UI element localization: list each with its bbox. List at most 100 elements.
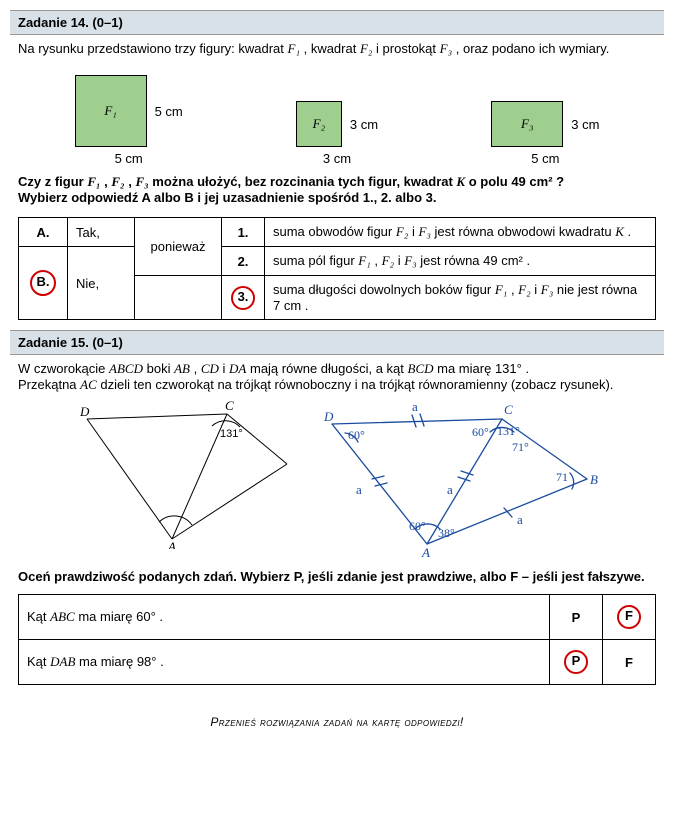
v: F₁ xyxy=(87,174,100,189)
row1-P: P xyxy=(550,595,603,640)
footer-note: Przenieś rozwiązania zadań na kartę odpo… xyxy=(10,715,664,729)
t: . xyxy=(160,654,164,669)
answer-3-circled: 3. xyxy=(231,286,255,310)
t: W czworokącie xyxy=(18,361,109,376)
row1-F-circled: F xyxy=(617,605,641,629)
task14-header: Zadanie 14. (0–1) xyxy=(10,10,664,35)
v: BCD xyxy=(408,361,434,376)
v: DA xyxy=(229,361,246,376)
t: Kąt xyxy=(27,609,50,624)
v: K xyxy=(456,174,465,189)
answer-B-circled: B. xyxy=(30,270,56,296)
t: można ułożyć, bez rozcinania tych figur,… xyxy=(152,174,456,189)
v: F₃ xyxy=(404,253,416,268)
diagram-handdrawn: a a a a D C B A 60° 60° 131° 71° 71 60° … xyxy=(312,399,612,559)
t: . xyxy=(525,361,529,376)
square-f2: F₂ xyxy=(296,101,342,147)
task14-intro: Na rysunku przedstawiono trzy figury: kw… xyxy=(18,41,656,57)
ang131: 131° xyxy=(497,424,520,438)
dim: 5 cm xyxy=(115,151,143,166)
t: i prostokąt xyxy=(376,41,440,56)
lbl-C: C xyxy=(225,399,234,413)
f2: F₂ xyxy=(360,41,372,56)
t: suma obwodów figur xyxy=(273,224,396,239)
v: F₃ xyxy=(418,224,430,239)
t: Na rysunku przedstawiono trzy figury: kw… xyxy=(18,41,288,56)
lbl-a4: a xyxy=(517,512,523,527)
A-label: A. xyxy=(37,225,50,240)
t: . xyxy=(627,224,631,239)
ang60-3: 60° xyxy=(409,519,426,533)
t: . xyxy=(159,609,163,624)
lbl-D: D xyxy=(79,404,90,419)
ang131: 131° xyxy=(220,428,243,440)
t: . xyxy=(305,298,309,313)
t: Przekątna xyxy=(18,377,80,392)
ang60-1: 60° xyxy=(348,428,365,442)
tf-row2: Kąt DAB ma miarę 98° . P F xyxy=(19,640,656,685)
v: ABCD xyxy=(109,361,143,376)
dim: 5 cm xyxy=(531,151,559,166)
row2-P-circled: P xyxy=(564,650,588,674)
row1-F: F xyxy=(603,595,656,640)
lbl-A: A xyxy=(167,539,176,549)
v: K xyxy=(615,224,624,239)
v: AC xyxy=(80,377,97,392)
v: 49 cm² xyxy=(511,174,552,189)
v: DAB xyxy=(50,654,75,669)
cell-r2: suma pól figur F₁ , F₂ i F₃ jest równa 4… xyxy=(265,247,656,276)
rect-f3: F₃ xyxy=(491,101,563,147)
v: ABC xyxy=(50,609,75,624)
cell-r3: suma długości dowolnych boków figur F₁ ,… xyxy=(265,276,656,320)
t: o polu xyxy=(469,174,512,189)
cell-poniewaz-gap xyxy=(135,276,222,320)
cell-3n: 3. xyxy=(222,276,265,320)
figure-f3: F₃ 3 cm 5 cm xyxy=(491,101,599,166)
lbl-a: a xyxy=(412,399,418,414)
task15-p2: Przekątna AC dzieli ten czworokąt na tró… xyxy=(18,377,656,393)
lbl-A: A xyxy=(421,545,430,559)
t: . xyxy=(527,253,531,268)
task14-question: Czy z figur F₁ , F₂ , F₃ można ułożyć, b… xyxy=(18,174,656,205)
v: F₁ xyxy=(495,282,507,297)
t: boki xyxy=(147,361,174,376)
tf-instruction: Oceń prawdziwość podanych zdań. Wybierz … xyxy=(18,569,656,584)
task15-p1: W czworokącie ABCD boki AB , CD i DA maj… xyxy=(18,361,656,377)
lbl-a3: a xyxy=(447,482,453,497)
cell-2n: 2. xyxy=(222,247,265,276)
cell-A: A. xyxy=(19,218,68,247)
cell-B: B. xyxy=(19,247,68,320)
t: ma miarę xyxy=(79,654,137,669)
cell-r1: suma obwodów figur F₂ i F₃ jest równa ob… xyxy=(265,218,656,247)
lbl-C: C xyxy=(504,402,513,417)
t: , xyxy=(374,253,381,268)
ang71b: 71 xyxy=(556,470,568,484)
row2-P: P xyxy=(550,640,603,685)
v: 98° xyxy=(137,654,157,669)
task15-content: W czworokącie ABCD boki AB , CD i DA maj… xyxy=(10,355,664,695)
dim: 3 cm xyxy=(323,151,351,166)
t: mają równe długości, a kąt xyxy=(250,361,408,376)
t: Kąt xyxy=(27,654,50,669)
v: 7 cm xyxy=(273,298,301,313)
t: ? xyxy=(556,174,564,189)
tf-stmt2: Kąt DAB ma miarę 98° . xyxy=(19,640,550,685)
lbl-a2: a xyxy=(356,482,362,497)
v: F₁ xyxy=(358,253,370,268)
tf-row1: Kąt ABC ma miarę 60° . P F xyxy=(19,595,656,640)
figure-f1: F₁ 5 cm 5 cm xyxy=(75,75,183,166)
v: 60° xyxy=(136,609,156,624)
t: jest równa xyxy=(420,253,483,268)
cell-poniewaz: ponieważ xyxy=(135,218,222,276)
reason-table: A. Tak, ponieważ 1. suma obwodów figur F… xyxy=(18,217,656,320)
dim: 3 cm xyxy=(571,117,599,132)
t: Czy z figur xyxy=(18,174,87,189)
diagram-printed: D C A 131° xyxy=(62,399,302,549)
ang71: 71° xyxy=(512,440,529,454)
t: jest równa obwodowi kwadratu xyxy=(435,224,616,239)
lbl-B: B xyxy=(590,472,598,487)
t: , xyxy=(194,361,201,376)
t: Wybierz odpowiedź A albo B i jej uzasadn… xyxy=(18,190,437,205)
v: 49 cm² xyxy=(483,253,523,268)
v: 131° xyxy=(495,361,522,376)
